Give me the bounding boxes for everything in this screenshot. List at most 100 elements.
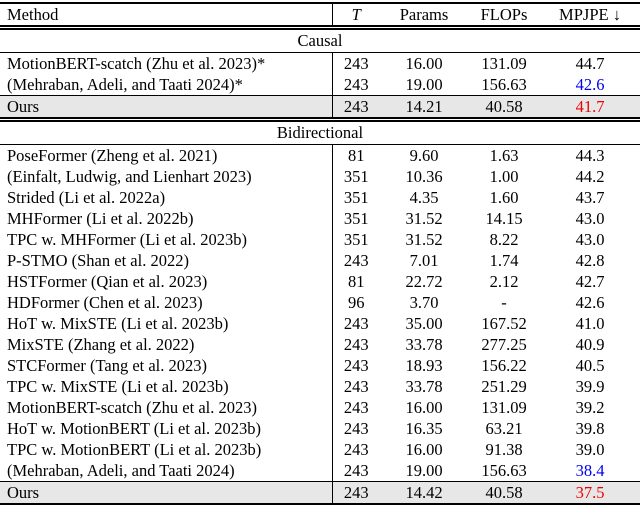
mpjpe-cell: 38.4 xyxy=(575,460,605,480)
section-header: Bidirectional xyxy=(0,119,640,145)
t-cell: 351 xyxy=(343,229,369,249)
flops-cell: - xyxy=(501,292,507,312)
flops-cell: 91.38 xyxy=(485,439,523,459)
method-cell: P-STMO (Shan et al. 2022) xyxy=(0,250,333,271)
t-cell: 243 xyxy=(343,53,369,73)
method-cell: (Mehraban, Adeli, and Taati 2024) xyxy=(0,460,333,482)
table-row: Ours 243 14.21 40.58 41.7 xyxy=(0,95,640,122)
t-cell: 81 xyxy=(348,271,365,291)
method-cell: Ours xyxy=(0,481,333,505)
column-header-method: Method xyxy=(0,3,333,30)
section-header: Causal xyxy=(0,27,640,53)
flops-cell: 167.52 xyxy=(481,313,527,333)
method-cell: TPC w. MixSTE (Li et al. 2023b) xyxy=(0,376,333,397)
method-cell: STCFormer (Tang et al. 2023) xyxy=(0,355,333,376)
method-cell: TPC w. MotionBERT (Li et al. 2023b) xyxy=(0,439,333,460)
table-row: HSTFormer (Qian et al. 2023) 81 22.72 2.12 4… xyxy=(0,271,640,292)
table-row: MixSTE (Zhang et al. 2022) 243 33.78 277.25… xyxy=(0,334,640,355)
t-cell: 243 xyxy=(332,95,380,122)
params-cell: 3.70 xyxy=(409,292,439,312)
params-cell: 4.35 xyxy=(409,187,439,207)
method-cell: MHFormer (Li et al. 2022b) xyxy=(0,208,333,229)
flops-cell: 156.63 xyxy=(481,74,527,94)
t-cell: 351 xyxy=(343,166,369,186)
params-cell: 16.00 xyxy=(405,439,443,459)
params-cell: 31.52 xyxy=(405,229,443,249)
params-cell: 16.00 xyxy=(405,397,443,417)
table-row: MHFormer (Li et al. 2022b) 351 31.52 14.15 4… xyxy=(0,208,640,229)
flops-cell: 1.74 xyxy=(489,250,519,270)
t-cell: 243 xyxy=(343,334,369,354)
t-cell: 351 xyxy=(343,208,369,228)
table-row: MotionBERT-scatch (Zhu et al. 2023)* 243 1… xyxy=(0,52,640,74)
table-row: Strided (Li et al. 2022a) 351 4.35 1.60 43.7 xyxy=(0,187,640,208)
t-cell: 96 xyxy=(348,292,365,312)
t-cell: 243 xyxy=(343,250,369,270)
flops-cell: 40.58 xyxy=(468,95,540,122)
table-row: HoT w. MotionBERT (Li et al. 2023b) 243 16… xyxy=(0,418,640,439)
mpjpe-cell: 43.7 xyxy=(575,187,605,207)
t-cell: 243 xyxy=(343,418,369,438)
method-cell: HoT w. MotionBERT (Li et al. 2023b) xyxy=(0,418,333,439)
mpjpe-cell: 41.0 xyxy=(575,313,605,333)
flops-cell: 1.63 xyxy=(489,145,519,165)
method-cell: (Einfalt, Ludwig, and Lienhart 2023) xyxy=(0,166,333,187)
method-cell: TPC w. MHFormer (Li et al. 2023b) xyxy=(0,229,333,250)
header-row: Method T Params FLOPs MPJPE ↓ xyxy=(0,3,640,30)
mpjpe-cell: 37.5 xyxy=(540,481,640,505)
params-cell: 33.78 xyxy=(405,334,443,354)
flops-cell: 277.25 xyxy=(481,334,527,354)
params-cell: 19.00 xyxy=(405,460,443,480)
mpjpe-cell: 44.3 xyxy=(575,145,605,165)
mpjpe-cell: 39.8 xyxy=(575,418,605,438)
mpjpe-cell: 44.7 xyxy=(575,53,605,73)
flops-cell: 131.09 xyxy=(481,53,527,73)
mpjpe-cell: 43.0 xyxy=(575,229,605,249)
table-row: (Mehraban, Adeli, and Taati 2024) 243 19.0… xyxy=(0,460,640,482)
flops-cell: 251.29 xyxy=(481,376,527,396)
table-row: (Mehraban, Adeli, and Taati 2024)* 243 19.… xyxy=(0,74,640,96)
table-row: TPC w. MixSTE (Li et al. 2023b) 243 33.78 2… xyxy=(0,376,640,397)
flops-cell: 14.15 xyxy=(485,208,523,228)
params-cell: 18.93 xyxy=(405,355,443,375)
column-header-frames: T xyxy=(332,3,380,30)
method-cell: MotionBERT-scatch (Zhu et al. 2023)* xyxy=(0,52,333,74)
mpjpe-cell: 39.2 xyxy=(575,397,605,417)
table-row: PoseFormer (Zheng et al. 2021) 81 9.60 1.63… xyxy=(0,144,640,166)
t-cell: 81 xyxy=(348,145,365,165)
column-header-mpjpe: MPJPE ↓ xyxy=(540,3,640,30)
table-row: HoT w. MixSTE (Li et al. 2023b) 243 35.00 1… xyxy=(0,313,640,334)
flops-cell: 156.22 xyxy=(481,355,527,375)
mpjpe-cell: 42.8 xyxy=(575,250,605,270)
params-cell: 16.35 xyxy=(405,418,443,438)
table-row: Ours 243 14.42 40.58 37.5 xyxy=(0,481,640,505)
params-cell: 31.52 xyxy=(405,208,443,228)
params-cell: 22.72 xyxy=(405,271,443,291)
mpjpe-cell: 42.7 xyxy=(575,271,605,291)
flops-cell: 1.00 xyxy=(489,166,519,186)
method-cell: HSTFormer (Qian et al. 2023) xyxy=(0,271,333,292)
mpjpe-cell: 42.6 xyxy=(575,292,605,312)
method-cell: Strided (Li et al. 2022a) xyxy=(0,187,333,208)
params-cell: 14.42 xyxy=(380,481,468,505)
t-cell: 243 xyxy=(343,460,369,480)
table-row: (Einfalt, Ludwig, and Lienhart 2023) 351 1… xyxy=(0,166,640,187)
params-cell: 10.36 xyxy=(405,166,443,186)
method-cell: MotionBERT-scatch (Zhu et al. 2023) xyxy=(0,397,333,418)
t-cell: 243 xyxy=(343,74,369,94)
mpjpe-cell: 39.9 xyxy=(575,376,605,396)
mpjpe-cell: 40.5 xyxy=(575,355,605,375)
params-cell: 33.78 xyxy=(405,376,443,396)
flops-cell: 156.63 xyxy=(481,460,527,480)
t-cell: 351 xyxy=(343,187,369,207)
method-cell: (Mehraban, Adeli, and Taati 2024)* xyxy=(0,74,333,96)
column-header-params: Params xyxy=(380,3,468,30)
table-row: MotionBERT-scatch (Zhu et al. 2023) 243 16… xyxy=(0,397,640,418)
params-cell: 9.60 xyxy=(409,145,439,165)
t-cell: 243 xyxy=(343,439,369,459)
mpjpe-cell: 41.7 xyxy=(540,95,640,122)
table-row: TPC w. MHFormer (Li et al. 2023b) 351 31.5… xyxy=(0,229,640,250)
params-cell: 7.01 xyxy=(409,250,439,270)
t-cell: 243 xyxy=(343,376,369,396)
